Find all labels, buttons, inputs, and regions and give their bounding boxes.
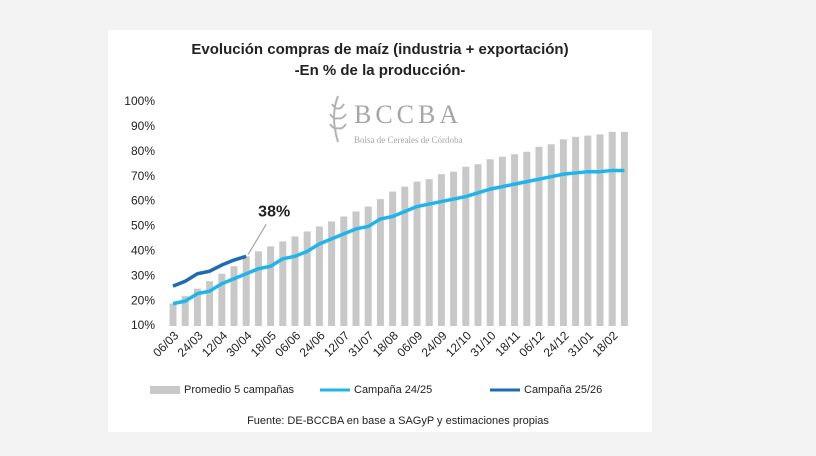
y-tick-label: 30%	[131, 268, 155, 282]
y-tick-label: 80%	[131, 144, 155, 158]
y-tick-label: 100%	[124, 94, 155, 108]
bar	[279, 241, 287, 326]
bar	[328, 221, 336, 326]
line	[172, 254, 247, 288]
legend-label: Campaña 24/25	[354, 384, 432, 396]
logo-icon	[329, 95, 347, 143]
legend-label: Campaña 25/26	[524, 384, 602, 396]
bar	[169, 303, 177, 326]
bar	[267, 246, 275, 326]
bar	[572, 136, 580, 326]
bar	[523, 151, 531, 326]
bar	[401, 186, 409, 326]
bar	[389, 191, 397, 326]
bar	[559, 139, 567, 326]
bar	[620, 131, 628, 326]
bar	[193, 288, 201, 326]
legend-swatch	[150, 386, 180, 394]
bar	[340, 216, 348, 326]
y-tick-label: 10%	[131, 318, 155, 332]
bar	[596, 134, 604, 326]
bar	[413, 181, 421, 326]
bar	[230, 266, 238, 326]
annotation-leader	[247, 224, 267, 255]
bar	[376, 199, 384, 326]
bar	[498, 156, 506, 326]
bar	[547, 144, 555, 326]
y-tick-label: 20%	[131, 293, 155, 307]
line	[172, 168, 625, 306]
logo-text: BCCBA	[354, 100, 462, 129]
bar	[511, 154, 519, 326]
bar	[364, 206, 372, 326]
bar	[315, 226, 323, 326]
chart-subtitle: -En % de la producción-	[295, 62, 466, 79]
bar	[425, 179, 433, 326]
chart-title: Evolución compras de maíz (industria + e…	[191, 41, 568, 58]
bar	[206, 281, 214, 326]
bar	[437, 174, 445, 326]
y-tick-label: 60%	[131, 194, 155, 208]
annotation: 38%	[258, 204, 290, 221]
y-tick-label: 40%	[131, 244, 155, 258]
bar	[474, 164, 482, 326]
bar	[535, 146, 543, 326]
bar	[254, 251, 262, 326]
bar	[291, 236, 299, 326]
bar	[181, 296, 189, 326]
bar	[486, 159, 494, 326]
logo: BCCBA Bolsa de Cereales de Córdoba	[329, 95, 462, 145]
bar	[242, 256, 250, 326]
logo-tagline: Bolsa de Cereales de Córdoba	[354, 135, 462, 145]
y-tick-label: 50%	[131, 219, 155, 233]
bar	[584, 135, 592, 326]
source: Fuente: DE-BCCBA en base a SAGyP y estim…	[247, 415, 549, 427]
bar	[608, 131, 616, 326]
y-tick-label: 70%	[131, 169, 155, 183]
legend-label: Promedio 5 campañas	[184, 384, 295, 396]
y-tick-label: 90%	[131, 119, 155, 133]
bar	[303, 231, 311, 326]
bar	[462, 166, 470, 326]
bar	[352, 211, 360, 326]
bar	[450, 171, 458, 326]
bar	[218, 273, 226, 326]
